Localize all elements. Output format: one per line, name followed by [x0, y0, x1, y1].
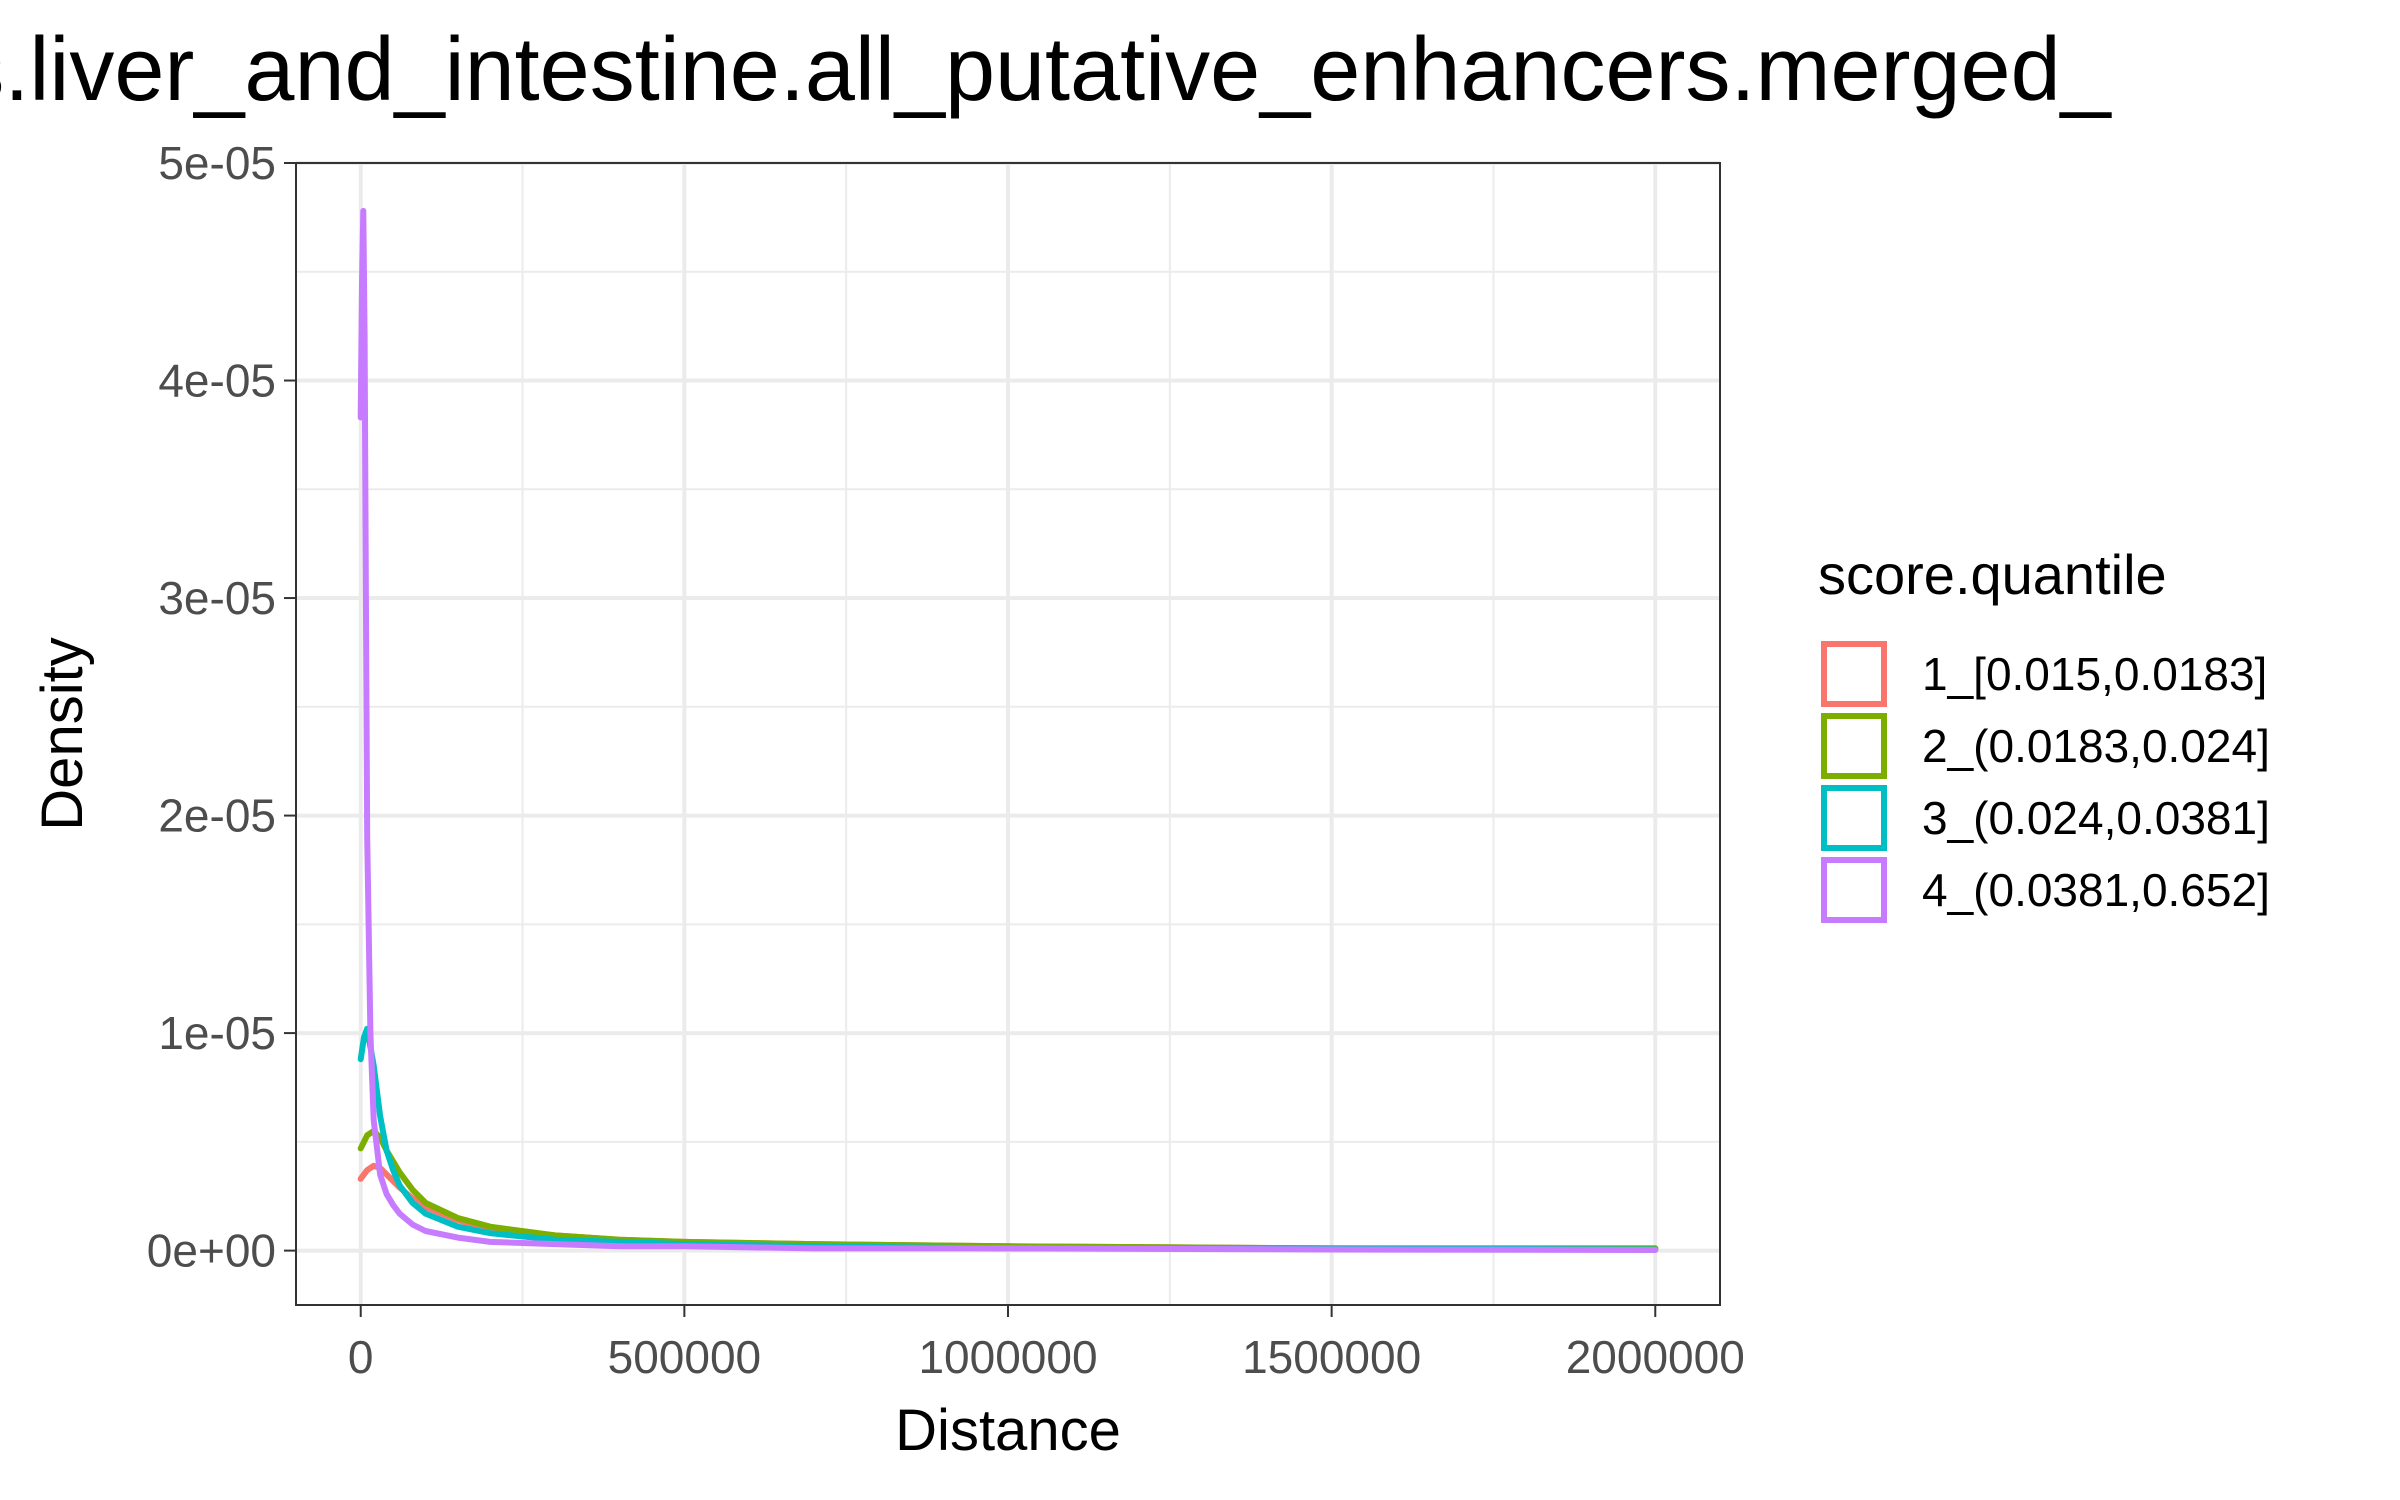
legend-label: 2_(0.0183,0.024]	[1922, 720, 2270, 772]
y-tick-label: 1e-05	[158, 1007, 276, 1059]
legend-key	[1821, 785, 1887, 851]
legend: score.quantile 1_[0.015,0.0183] 2_(0.0183…	[1818, 543, 2270, 923]
legend-label: 4_(0.0381,0.652]	[1922, 864, 2270, 916]
y-tick-label: 2e-05	[158, 790, 276, 842]
legend-key	[1821, 713, 1887, 779]
legend-label: 1_[0.015,0.0183]	[1922, 648, 2267, 700]
x-tick-label: 0	[348, 1331, 374, 1383]
y-tick-label: 4e-05	[158, 355, 276, 407]
x-axis-label: Distance	[895, 1398, 1121, 1463]
legend-label: 3_(0.024,0.0381]	[1922, 792, 2270, 844]
chart-title: ns.liver_and_intestine.all_putative_enha…	[0, 20, 2113, 120]
y-axis-label: Density	[30, 637, 95, 830]
y-axis: 0e+00 1e-05 2e-05 3e-05 4e-05 5e-05	[147, 137, 296, 1277]
y-tick-label: 3e-05	[158, 572, 276, 624]
series-line	[357, 207, 1659, 1253]
legend-title: score.quantile	[1818, 543, 2167, 606]
series-lines	[357, 207, 1659, 1253]
x-axis: 0 500000 1000000 1500000 2000000	[348, 1305, 1745, 1383]
x-tick-label: 1000000	[918, 1331, 1097, 1383]
legend-key	[1821, 857, 1887, 923]
y-tick-label: 0e+00	[147, 1225, 276, 1277]
y-tick-label: 5e-05	[158, 137, 276, 189]
x-tick-label: 2000000	[1566, 1331, 1745, 1383]
x-tick-label: 500000	[608, 1331, 762, 1383]
x-tick-label: 1500000	[1242, 1331, 1421, 1383]
legend-key	[1821, 641, 1887, 707]
legend-items: 1_[0.015,0.0183] 2_(0.0183,0.024] 3_(0.024…	[1821, 641, 2270, 923]
